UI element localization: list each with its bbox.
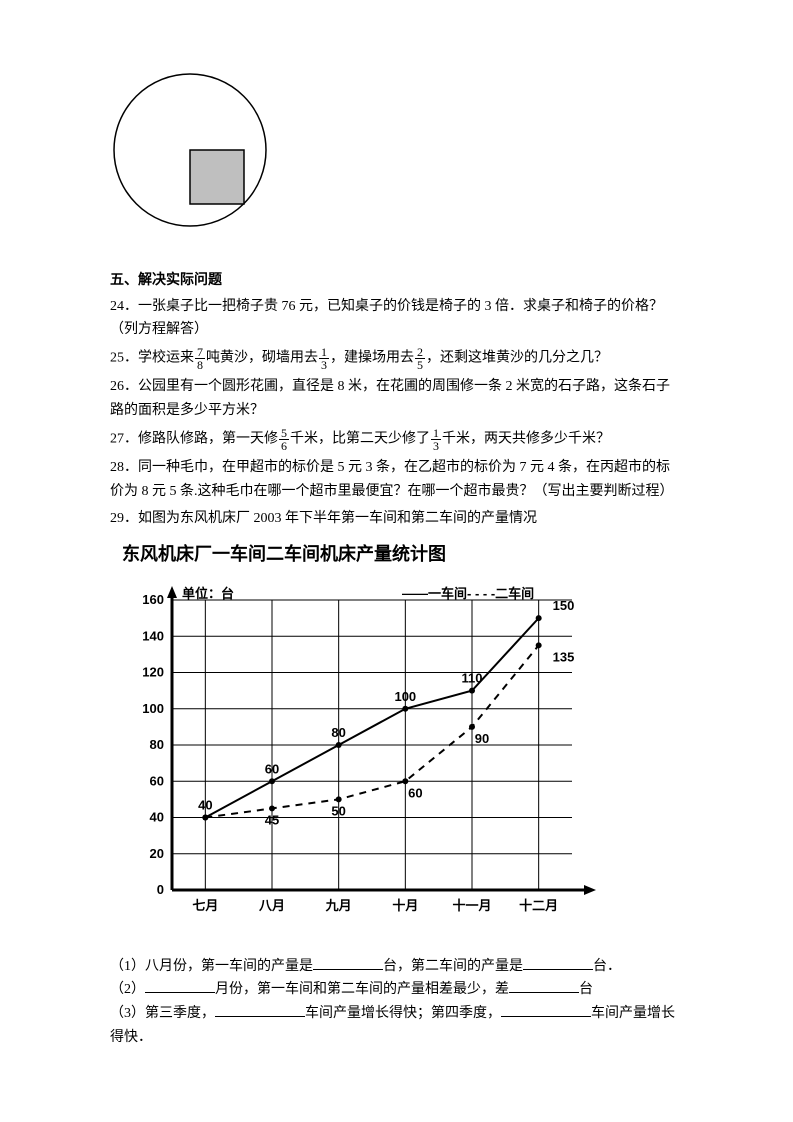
svg-text:十月: 十月 bbox=[392, 898, 418, 913]
svg-text:80: 80 bbox=[150, 737, 164, 752]
fraction-5-6: 56 bbox=[279, 427, 289, 452]
blank-input[interactable] bbox=[501, 1003, 591, 1017]
q25-pre: 25．学校运来 bbox=[110, 351, 194, 366]
svg-text:100: 100 bbox=[142, 701, 164, 716]
fraction-1-3: 13 bbox=[319, 346, 329, 371]
q25-mid2: ，建操场用去 bbox=[330, 351, 414, 366]
sub-question-3-tail: 得快． bbox=[110, 1026, 683, 1050]
blank-input[interactable] bbox=[145, 979, 215, 993]
fraction-7-8: 78 bbox=[195, 346, 205, 371]
sub-question-3: （3）第三季度，车间产量增长得快；第四季度，车间产量增长 bbox=[110, 1002, 683, 1026]
svg-text:80: 80 bbox=[331, 725, 345, 740]
question-28: 28．同一种毛巾，在甲超市的标价是 5 元 3 条，在乙超市的标价为 7 元 4… bbox=[110, 456, 683, 504]
svg-text:——一车间- - - -二车间: ——一车间- - - -二车间 bbox=[402, 586, 534, 601]
q25-mid1: 吨黄沙，砌墙用去 bbox=[206, 351, 318, 366]
svg-text:40: 40 bbox=[198, 797, 212, 812]
svg-text:十一月: 十一月 bbox=[452, 898, 491, 913]
blank-input[interactable] bbox=[313, 956, 383, 970]
question-24: 24．一张桌子比一把椅子贵 76 元，已知桌子的价钱是椅子的 3 倍．求桌子和椅… bbox=[110, 295, 683, 343]
svg-text:140: 140 bbox=[142, 628, 164, 643]
blank-input[interactable] bbox=[523, 956, 593, 970]
svg-text:50: 50 bbox=[331, 803, 345, 818]
svg-text:60: 60 bbox=[408, 785, 422, 800]
chart-title: 东风机床厂一车间二车间机床产量统计图 bbox=[122, 539, 683, 570]
svg-text:九月: 九月 bbox=[325, 898, 352, 913]
section-title: 五、解决实际问题 bbox=[110, 269, 683, 293]
question-29-intro: 29．如图为东风机床厂 2003 年下半年第一车间和第二车间的产量情况 bbox=[110, 507, 683, 531]
svg-text:0: 0 bbox=[157, 882, 164, 897]
svg-text:90: 90 bbox=[475, 731, 489, 746]
q27-post: 千米，两天共修多少千米？ bbox=[442, 432, 610, 447]
fraction-2-5: 25 bbox=[415, 346, 425, 371]
svg-text:60: 60 bbox=[150, 773, 164, 788]
svg-text:120: 120 bbox=[142, 664, 164, 679]
svg-text:60: 60 bbox=[265, 761, 279, 776]
line-chart: 20 40 60 80 100 120 140 160 0 七月 八月 九月 十月 十一月 十二月 单位：台 —… bbox=[110, 576, 683, 945]
svg-text:150: 150 bbox=[553, 598, 575, 613]
svg-text:110: 110 bbox=[462, 670, 483, 685]
svg-text:八月: 八月 bbox=[258, 898, 285, 913]
blank-input[interactable] bbox=[215, 1003, 305, 1017]
question-27: 27．修路队修路，第一天修56千米，比第二天少修了13千米，两天共修多少千米？ bbox=[110, 427, 683, 452]
svg-text:40: 40 bbox=[150, 809, 164, 824]
svg-text:七月: 七月 bbox=[192, 898, 218, 913]
fraction-1-3b: 13 bbox=[431, 427, 441, 452]
svg-text:160: 160 bbox=[142, 592, 164, 607]
svg-text:135: 135 bbox=[553, 649, 575, 664]
svg-text:20: 20 bbox=[150, 846, 164, 861]
question-25: 25．学校运来78吨黄沙，砌墙用去13，建操场用去25，还剩这堆黄沙的几分之几？ bbox=[110, 346, 683, 371]
question-26: 26．公园里有一个圆形花圃，直径是 8 米，在花圃的周围修一条 2 米宽的石子路… bbox=[110, 375, 683, 423]
svg-text:单位：台: 单位：台 bbox=[182, 586, 234, 601]
svg-text:45: 45 bbox=[265, 812, 279, 827]
sub-question-1: （1）八月份，第一车间的产量是台，第二车间的产量是台． bbox=[110, 955, 683, 979]
q27-pre: 27．修路队修路，第一天修 bbox=[110, 432, 278, 447]
circle-square-diagram bbox=[110, 70, 683, 249]
svg-text:十二月: 十二月 bbox=[519, 898, 558, 913]
sub-question-2: （2）月份，第一车间和第二车间的产量相差最少，差台 bbox=[110, 978, 683, 1002]
svg-text:100: 100 bbox=[394, 689, 416, 704]
q25-post: ，还剩这堆黄沙的几分之几？ bbox=[426, 351, 608, 366]
q27-mid: 千米，比第二天少修了 bbox=[290, 432, 430, 447]
blank-input[interactable] bbox=[509, 979, 579, 993]
